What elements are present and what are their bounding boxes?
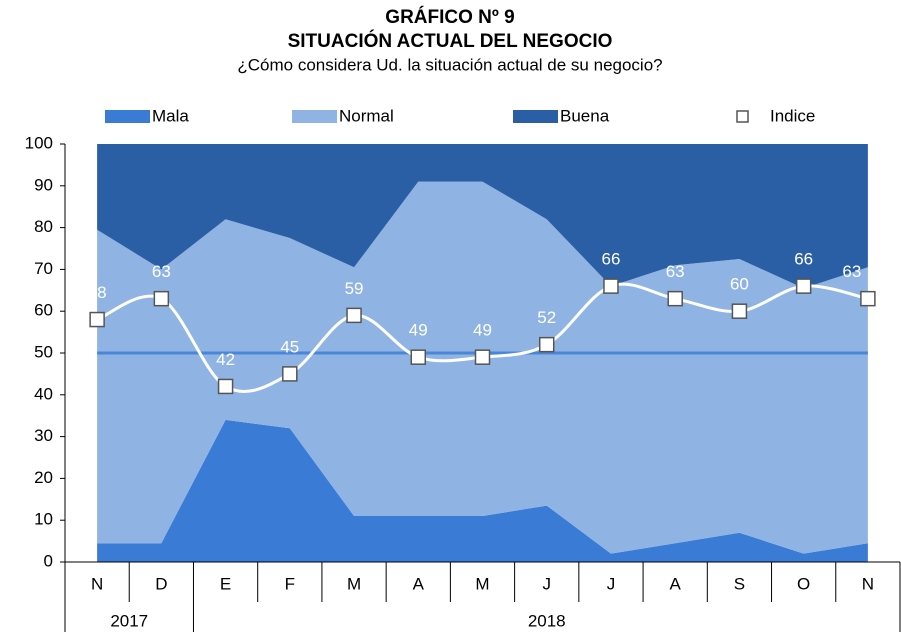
index-marker [667, 290, 683, 307]
y-tick-label: 0 [44, 551, 53, 570]
index-marker [410, 349, 427, 365]
chart-title: GRÁFICO Nº 9 [385, 6, 514, 28]
index-marker [346, 307, 362, 324]
legend-marker [736, 110, 749, 123]
x-tick-label: A [413, 574, 425, 593]
data-label: 52 [537, 308, 556, 327]
x-tick-label: J [542, 574, 551, 593]
legend-swatch [292, 110, 337, 123]
x-tick-label: D [155, 574, 167, 593]
index-marker [153, 290, 170, 307]
data-label: 58 [88, 283, 107, 302]
y-tick-label: 50 [34, 342, 53, 361]
chart-subtitle: SITUACIÓN ACTUAL DEL NEGOCIO [288, 30, 613, 52]
index-marker [795, 278, 812, 294]
y-tick-label: 40 [34, 384, 53, 403]
data-label: 49 [409, 321, 428, 340]
y-tick-label: 10 [34, 510, 53, 529]
y-tick-label: 70 [34, 259, 53, 278]
y-tick-label: 30 [34, 426, 53, 445]
area-buena [97, 144, 868, 289]
y-tick-label: 60 [34, 301, 53, 320]
data-label: 63 [842, 262, 861, 281]
x-tick-label: J [607, 574, 616, 593]
index-marker [860, 290, 876, 307]
y-tick-label: 20 [34, 468, 53, 487]
y-tick-label: 100 [25, 133, 53, 152]
legend-swatch [513, 110, 558, 123]
x-tick-label: N [862, 574, 874, 593]
legend-label: Indice [770, 106, 815, 125]
index-marker [603, 278, 619, 294]
index-marker [217, 378, 234, 395]
x-tick-label: O [797, 574, 810, 593]
y-tick-label: 90 [34, 175, 53, 194]
data-label: 63 [152, 262, 171, 281]
index-marker [474, 349, 491, 365]
data-label: 60 [730, 275, 749, 294]
x-tick-label: M [347, 574, 361, 593]
legend-swatch [105, 110, 150, 123]
x-tick-label: F [285, 574, 295, 593]
data-label: 63 [666, 262, 685, 281]
legend-label: Normal [339, 106, 394, 125]
legend-label: Buena [560, 106, 610, 125]
x-tick-label: A [670, 574, 682, 593]
area-mala [97, 419, 868, 562]
y-tick-label: 80 [34, 217, 53, 236]
chart-question: ¿Cómo considera Ud. la situación actual … [237, 55, 662, 74]
data-label: 59 [345, 279, 364, 298]
index-marker [89, 311, 105, 328]
x-tick-label: M [475, 574, 489, 593]
data-label: 45 [280, 337, 299, 356]
x-tick-label: N [91, 574, 103, 593]
x-group-label: 2018 [528, 611, 566, 630]
index-marker [282, 366, 298, 382]
x-tick-label: E [220, 574, 231, 593]
data-label: 49 [473, 321, 492, 340]
data-label: 66 [602, 250, 621, 269]
data-label: 42 [216, 350, 235, 369]
data-label: 66 [794, 250, 813, 269]
index-marker [538, 336, 555, 353]
index-marker [731, 303, 748, 319]
x-tick-label: S [734, 574, 745, 593]
area-normal [97, 181, 868, 554]
x-group-label: 2017 [110, 611, 148, 630]
legend-label: Mala [152, 106, 189, 125]
